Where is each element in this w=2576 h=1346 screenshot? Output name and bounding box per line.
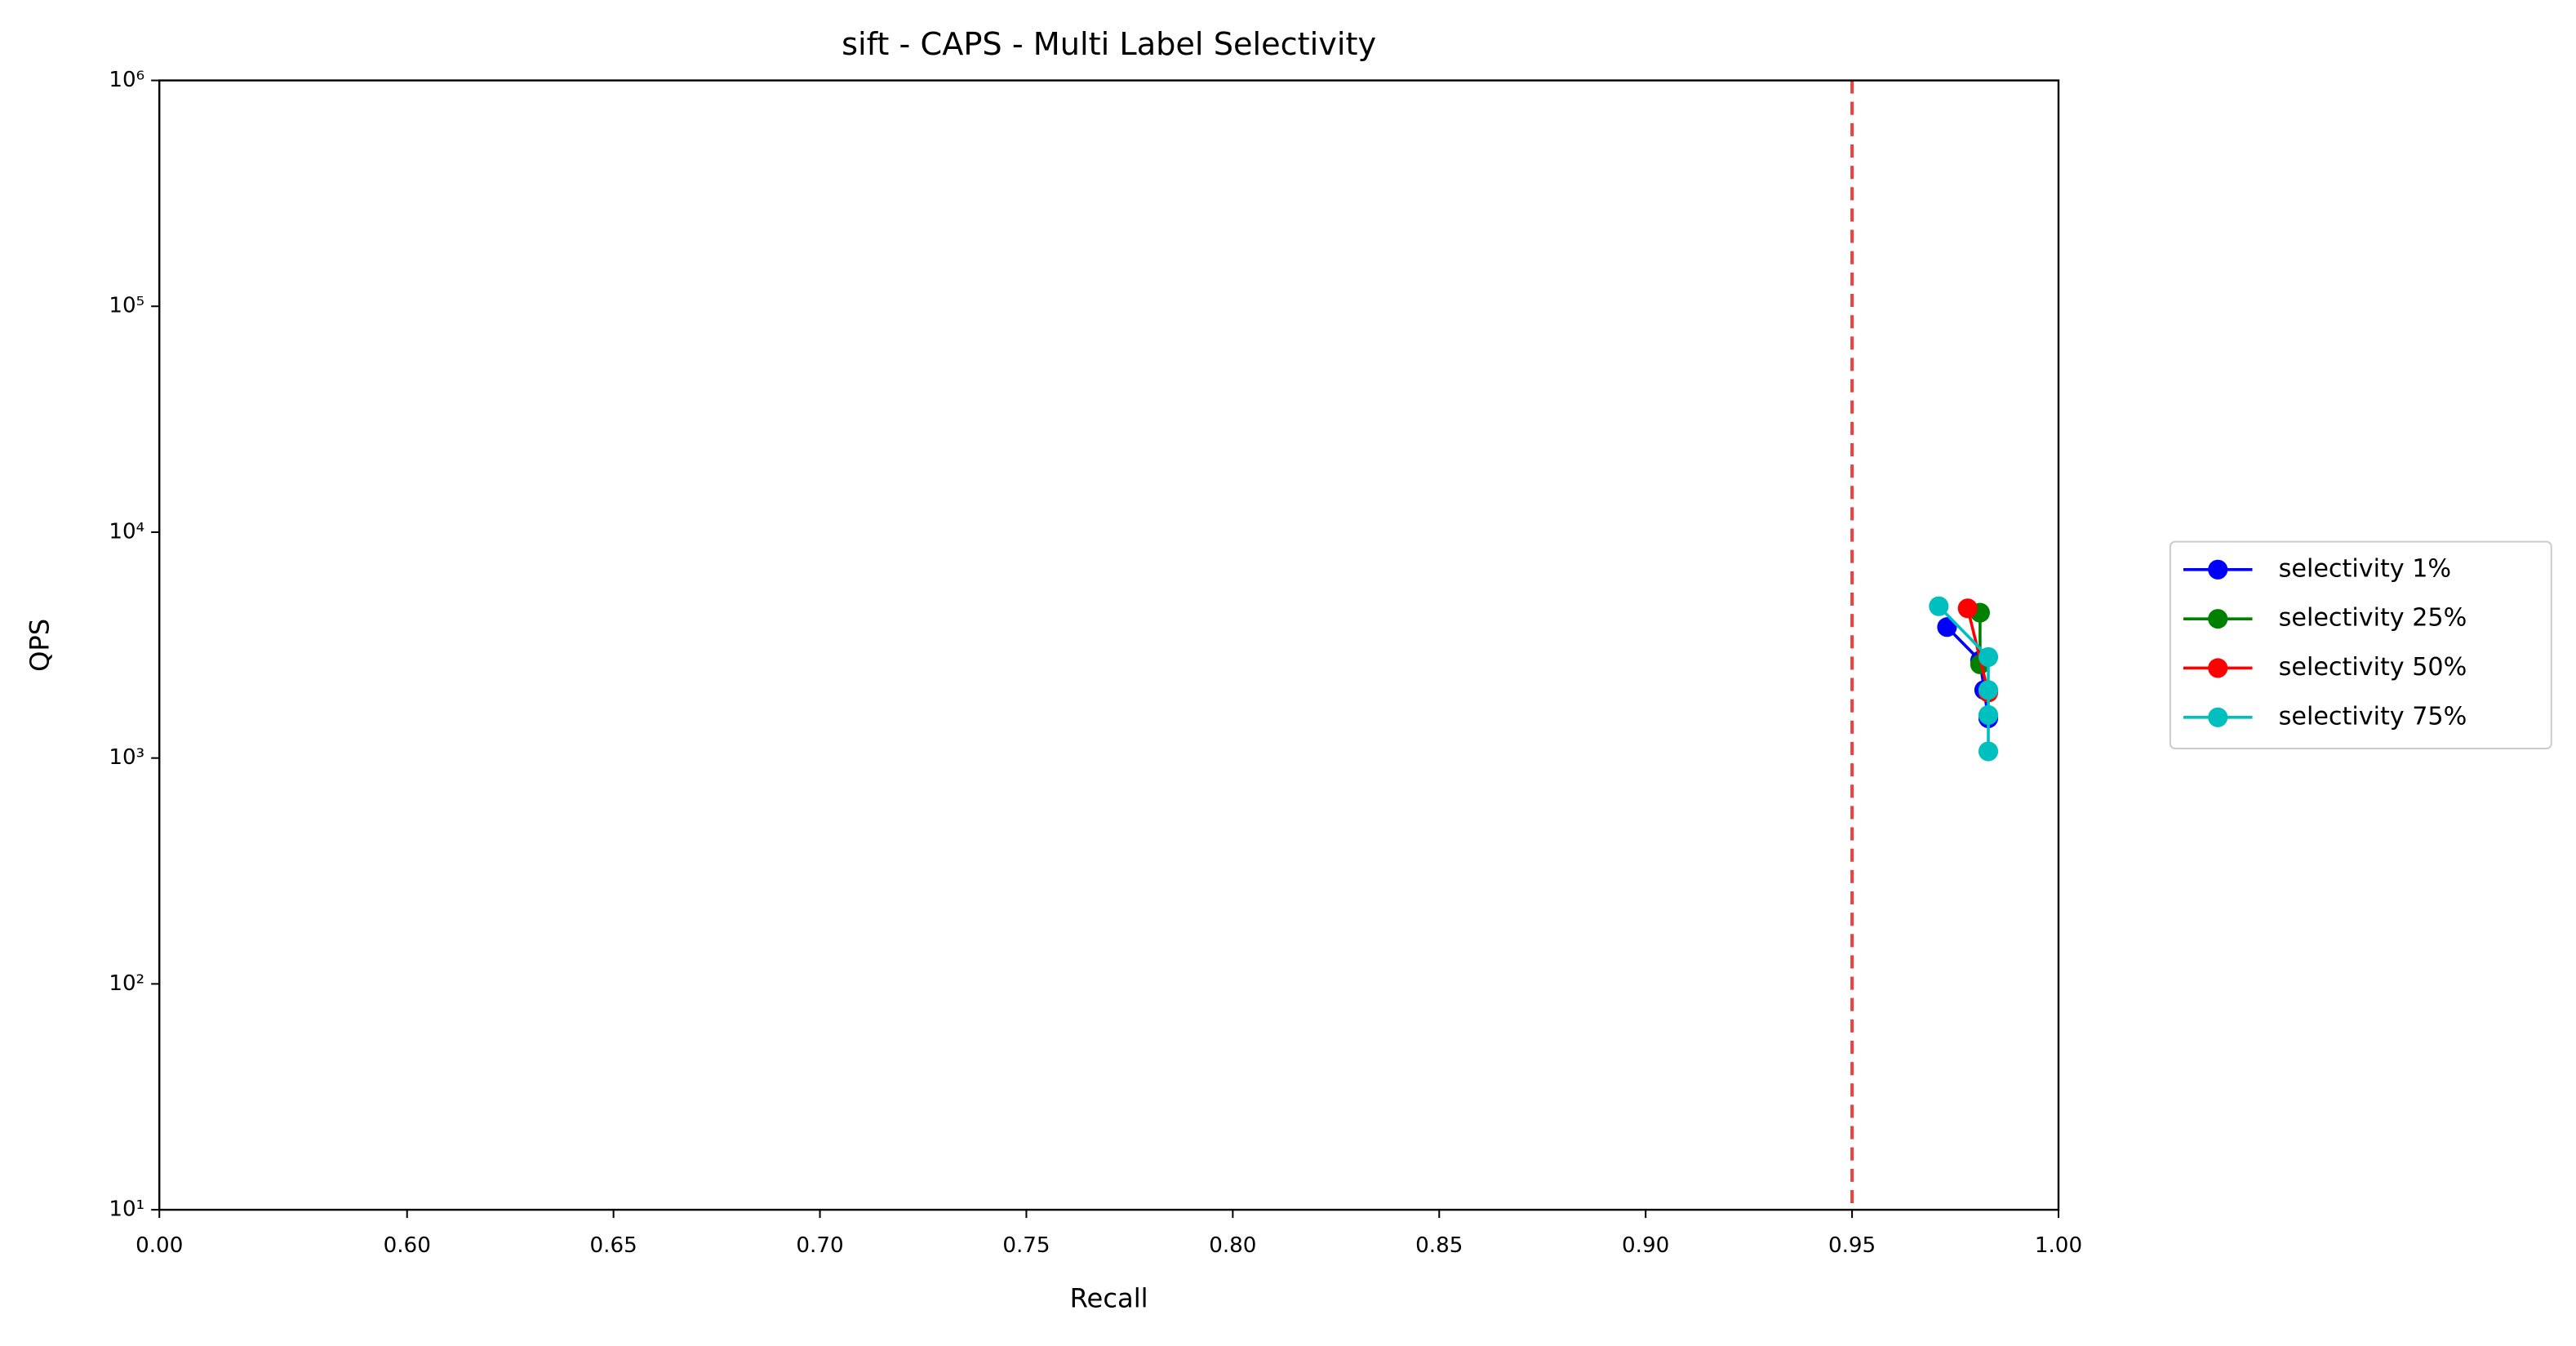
legend-marker xyxy=(2208,609,2228,629)
series-line xyxy=(1965,607,1990,693)
x-tick-label: 0.00 xyxy=(135,1233,183,1258)
x-tick-label: 0.80 xyxy=(1209,1233,1256,1258)
x-tick-label: 0.65 xyxy=(590,1233,637,1258)
legend-marker xyxy=(2208,658,2228,678)
y-tick-label: 10³ xyxy=(109,745,144,770)
legend-label: selectivity 50% xyxy=(2279,653,2467,682)
legend-label: selectivity 25% xyxy=(2279,604,2467,633)
x-axis-label: Recall xyxy=(1070,1283,1148,1314)
y-tick-label: 10¹ xyxy=(109,1197,144,1222)
x-tick-label: 0.95 xyxy=(1828,1233,1876,1258)
chart-title: sift - CAPS - Multi Label Selectivity xyxy=(842,27,1376,63)
legend: selectivity 1% selectivity 25% selectivity… xyxy=(2169,540,2552,750)
series-line xyxy=(1946,625,1990,719)
y-tick-label: 10² xyxy=(109,971,144,996)
data-point xyxy=(1978,680,1999,700)
y-tick-label: 10⁵ xyxy=(109,294,144,318)
x-tick-label: 0.75 xyxy=(1002,1233,1050,1258)
data-point xyxy=(1929,596,1949,616)
data-point xyxy=(1978,741,1999,762)
x-tick-label: 0.70 xyxy=(796,1233,843,1258)
x-tick-label: 0.85 xyxy=(1415,1233,1463,1258)
x-tick-label: 0.90 xyxy=(1622,1233,1669,1258)
plot-frame xyxy=(158,79,2060,1211)
data-point xyxy=(1978,646,1999,668)
data-point xyxy=(1957,598,1978,619)
legend-marker xyxy=(2208,559,2228,580)
x-tick-label: 1.00 xyxy=(2035,1233,2082,1258)
legend-label: selectivity 75% xyxy=(2279,702,2467,731)
data-point xyxy=(1978,704,1999,726)
legend-marker xyxy=(2208,707,2228,727)
legend-box xyxy=(2169,540,2552,750)
y-tick-label: 10⁴ xyxy=(109,519,144,544)
legend-label: selectivity 1% xyxy=(2279,554,2451,583)
y-tick-label: 10⁶ xyxy=(109,68,144,92)
x-tick-label: 0.60 xyxy=(384,1233,431,1258)
y-axis-label: QPS xyxy=(24,619,55,672)
data-point xyxy=(1937,617,1957,637)
